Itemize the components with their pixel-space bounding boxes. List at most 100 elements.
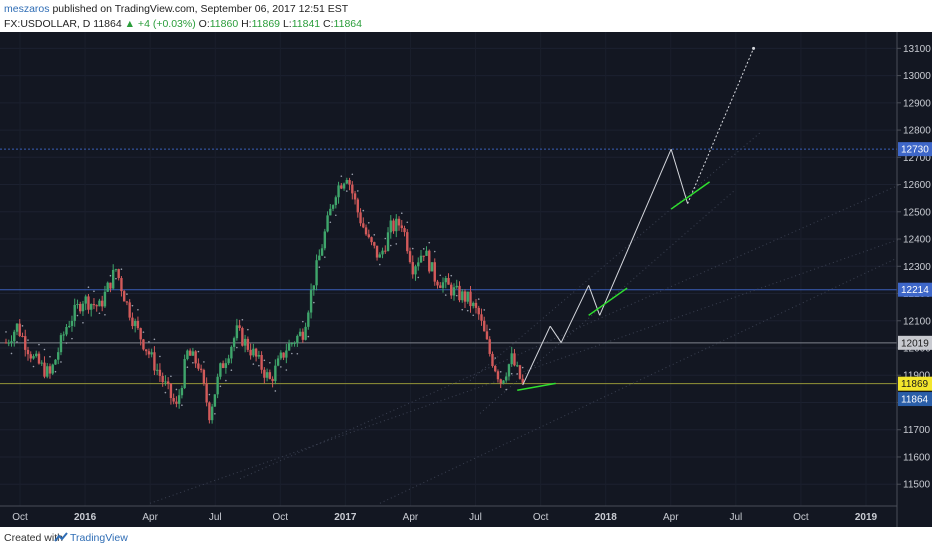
time-axis[interactable]: Oct 2016 Apr Jul Oct 2017 Apr Jul Oct 2018 Apr Jul O… (12, 512, 877, 523)
projection-segment (522, 325, 551, 386)
candle-body (513, 353, 516, 366)
candle-body (485, 331, 489, 340)
candle-body (373, 242, 376, 246)
sar-dot (93, 290, 95, 293)
candle-body (62, 334, 65, 336)
candle-body (452, 287, 456, 296)
candle-body (422, 255, 425, 257)
sar-dot (263, 359, 266, 362)
sar-dot (186, 366, 189, 369)
candle-body (57, 352, 60, 360)
sar-dot (335, 214, 337, 217)
candle-body (334, 197, 338, 206)
candle-body (510, 353, 513, 365)
candles (4, 173, 524, 424)
candle-body (183, 359, 186, 389)
author-link[interactable]: meszaros (4, 3, 50, 15)
price-tag-bg (898, 392, 932, 407)
candle-body (477, 307, 480, 315)
candle-body (342, 183, 346, 189)
sar-dot (488, 328, 491, 331)
candle-body (417, 262, 420, 267)
candle-body (219, 363, 222, 377)
symbol-label[interactable]: FX:USDOLLAR, D (4, 18, 91, 30)
candle-body (419, 255, 423, 263)
candle-body (315, 260, 318, 286)
candle-body (378, 254, 381, 258)
candle-body (103, 291, 107, 307)
open-label: O: (198, 18, 210, 30)
sar-dot (346, 190, 348, 192)
last-price: 11864 (93, 18, 122, 30)
sar-dot (258, 364, 260, 367)
candle-body (337, 185, 340, 198)
sar-dot (439, 274, 442, 277)
sar-dot (417, 276, 420, 279)
sar-dot (247, 328, 249, 331)
candle-body (238, 325, 241, 328)
price-tag-label: 12730 (901, 145, 929, 156)
candle-body (499, 379, 502, 384)
tradingview-brand[interactable]: TradingView (70, 532, 128, 544)
candle-body (246, 338, 250, 350)
candle-body (51, 364, 54, 374)
x-tick-label: Oct (793, 512, 809, 523)
candle-body (172, 398, 175, 402)
sar-dot (214, 412, 216, 415)
sar-dot (433, 250, 436, 253)
sar-dot (65, 342, 68, 344)
green-trendlines (517, 181, 711, 391)
candle-body (463, 291, 467, 302)
candle-body (318, 255, 321, 261)
candle-body (406, 232, 409, 252)
candle-body (403, 228, 406, 233)
x-tick-label: 2018 (595, 512, 618, 523)
sar-dot (98, 312, 101, 315)
sar-dot (236, 346, 238, 349)
candle-body (274, 365, 277, 382)
sar-dot (362, 209, 365, 212)
sar-dot (510, 372, 513, 375)
candle-body (298, 331, 302, 336)
candle-body (430, 262, 434, 272)
horizontal-levels (0, 148, 897, 385)
candle-body (81, 303, 85, 312)
candle-body (279, 352, 283, 359)
candle-body (147, 351, 151, 355)
green-trendline (588, 287, 628, 316)
candle-body (18, 323, 21, 336)
x-tick-label: Oct (12, 512, 28, 523)
candle-body (29, 354, 32, 359)
sar-dot (400, 212, 403, 215)
candle-body (496, 371, 500, 380)
candle-body (216, 376, 219, 395)
sar-dot (230, 369, 233, 372)
sar-dot (170, 375, 172, 378)
candle-body (150, 352, 153, 355)
price-chart[interactable]: 1150011600117001180011900120001210012200… (0, 32, 932, 527)
candle-body (480, 314, 483, 321)
candle-body (142, 339, 145, 350)
sar-dot (76, 314, 79, 317)
candle-body (260, 354, 263, 370)
publish-line: meszaros published on TradingView.com, S… (4, 3, 348, 15)
sar-dot (351, 173, 354, 176)
candle-body (4, 342, 8, 344)
sar-dot (472, 314, 475, 317)
sar-dot (505, 388, 508, 391)
projection-segment (670, 148, 689, 204)
sar-dot (450, 274, 453, 277)
sar-dot (71, 337, 73, 340)
sar-dot (120, 268, 123, 271)
created-with-text: Created with (4, 532, 63, 544)
y-tick-label: 13100 (903, 44, 931, 55)
sar-dot (422, 248, 425, 250)
candle-body (65, 327, 68, 335)
candle-body (59, 335, 63, 353)
candle-body (243, 338, 247, 346)
candle-body (114, 269, 118, 271)
candle-body (213, 394, 217, 407)
projection-target (752, 46, 756, 50)
candle-body (120, 278, 123, 292)
candle-body (293, 342, 296, 344)
